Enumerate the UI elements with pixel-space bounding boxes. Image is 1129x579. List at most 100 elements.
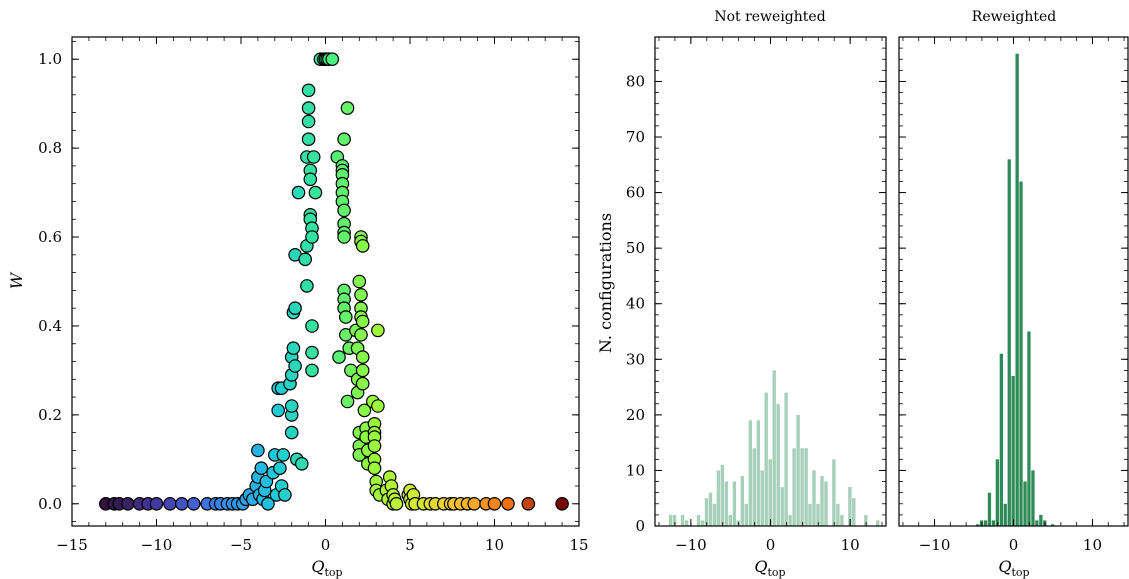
x-tick-label: 10 xyxy=(841,536,860,554)
scatter-point xyxy=(254,461,269,475)
histogram-bar xyxy=(991,520,996,526)
scatter-point xyxy=(186,496,201,511)
y-tick-label: 1.0 xyxy=(38,50,62,68)
scatter-point xyxy=(284,425,299,440)
scatter-point xyxy=(389,496,404,511)
histogram-reweighted-panel: Reweighted −10 0 10 Qtop xyxy=(898,9,1129,579)
histogram-bar xyxy=(756,420,760,526)
histogram-bar xyxy=(704,498,709,526)
scatter-point xyxy=(286,341,301,355)
scatter-point xyxy=(340,394,355,409)
x-tick-label: −10 xyxy=(675,536,707,554)
scatter-point xyxy=(305,319,319,333)
scatter-point xyxy=(355,350,370,364)
scatter-point xyxy=(325,52,340,66)
histogram-reweighted-frame xyxy=(898,36,1129,527)
histogram-bar xyxy=(760,470,764,526)
scatter-point xyxy=(354,327,368,342)
scatter-point xyxy=(337,203,351,218)
histogram-bar xyxy=(987,492,992,526)
x-tick-label: −5 xyxy=(230,536,252,554)
hist1-x-axis-label: Qtop xyxy=(754,557,785,579)
scatter-point xyxy=(163,496,177,511)
histogram-bar xyxy=(1011,376,1015,526)
scatter-point xyxy=(355,376,370,391)
scatter-point xyxy=(555,496,569,511)
histogram-reweighted-bars xyxy=(976,53,1055,527)
histogram-bar xyxy=(1023,481,1027,526)
histogram-bar xyxy=(864,514,868,526)
histogram-bar xyxy=(1019,181,1023,526)
scatter-point xyxy=(357,403,372,418)
histogram-bar xyxy=(999,353,1003,526)
scatter-point xyxy=(278,488,292,502)
panel-title-reweighted: Reweighted xyxy=(972,9,1056,25)
scatter-point xyxy=(501,496,515,511)
scatter-point xyxy=(301,101,316,115)
histogram-bar xyxy=(1039,514,1043,526)
scatter-point xyxy=(121,496,135,511)
histogram-bar xyxy=(820,476,824,526)
x-tick-label: −10 xyxy=(141,536,173,554)
scatter-point xyxy=(354,287,368,302)
histogram-bar xyxy=(776,403,780,527)
scatter-point xyxy=(305,345,319,360)
scatter-point xyxy=(301,83,316,98)
scatter-point xyxy=(294,456,309,471)
scatter-point xyxy=(355,239,370,253)
histogram-bar xyxy=(684,520,689,526)
y-tick-label: 70 xyxy=(626,128,645,146)
scatter-point xyxy=(305,363,319,378)
scatter-point xyxy=(340,101,355,115)
y-tick-label: 0.0 xyxy=(38,495,62,513)
histogram-bar xyxy=(732,481,737,526)
x-tick-label: 10 xyxy=(485,536,504,554)
scatter-point xyxy=(305,230,319,244)
scatter-point xyxy=(367,439,382,453)
histogram-bar xyxy=(772,370,776,526)
scatter-y-axis-label: W xyxy=(7,271,26,289)
scatter-point xyxy=(298,252,312,267)
histogram-bar xyxy=(824,481,828,526)
scatter-point xyxy=(487,496,502,511)
histogram-bar xyxy=(812,470,816,526)
histogram-bar xyxy=(800,448,804,526)
hist2-x-axis-label: Qtop xyxy=(998,557,1029,579)
histogram-bar xyxy=(848,487,852,526)
histogram-not-reweighted-panel: Not reweighted −10 0 10 0 10 20 30 40 50 60 70 80 Q… xyxy=(596,9,887,579)
scatter-point xyxy=(332,350,346,364)
histogram-bar xyxy=(804,448,808,526)
scatter-point xyxy=(337,132,351,146)
histogram-bar xyxy=(1015,53,1019,526)
scatter-point xyxy=(371,399,385,413)
histogram-bar xyxy=(720,464,725,526)
scatter-point xyxy=(288,359,302,373)
scatter-point xyxy=(338,310,353,324)
scatter-points xyxy=(99,52,569,511)
histogram-bar xyxy=(712,503,717,526)
scatter-point xyxy=(261,496,275,511)
histogram-bar xyxy=(816,503,820,526)
histogram-bar xyxy=(876,520,880,526)
y-tick-label: 60 xyxy=(626,184,645,202)
histogram-bar xyxy=(1051,524,1055,526)
scatter-point xyxy=(251,443,265,458)
histogram-not-reweighted-frame xyxy=(654,36,887,527)
scatter-point xyxy=(306,150,321,164)
y-tick-label: 0.6 xyxy=(38,228,62,246)
hist1-y-axis-label: N. configurations xyxy=(596,213,615,353)
histogram-bar xyxy=(792,448,796,526)
histogram-bar xyxy=(740,476,744,526)
scatter-point xyxy=(273,461,287,475)
histogram-bar xyxy=(680,514,685,526)
histogram-bar xyxy=(724,481,729,526)
histogram-bar xyxy=(728,514,733,526)
scatter-point xyxy=(521,496,536,511)
y-tick-label: 50 xyxy=(626,239,645,257)
histogram-bar xyxy=(840,514,844,526)
histogram-bar xyxy=(832,459,836,526)
histogram-bar xyxy=(1007,159,1011,527)
histogram-not-reweighted-bars xyxy=(668,370,880,527)
x-tick-label: 10 xyxy=(1083,536,1102,554)
